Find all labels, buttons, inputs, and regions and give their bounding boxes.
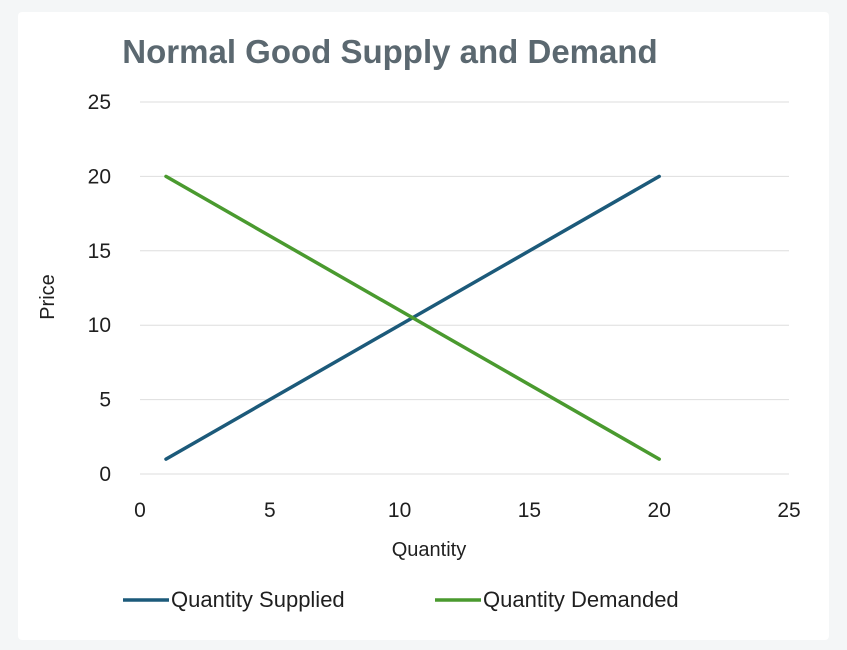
supply-demand-chart: Normal Good Supply and Demand 0 5 10 15 20 25…	[37, 33, 801, 612]
y-tick-label-10: 10	[88, 314, 111, 337]
gridlines	[140, 101, 789, 475]
legend-label-quantity-demanded: Quantity Demanded	[483, 587, 679, 612]
x-axis-label: Quantity	[392, 539, 466, 561]
x-tick-label-20: 20	[648, 499, 671, 522]
chart-legend: Quantity Supplied Quantity Demanded	[123, 587, 679, 612]
legend-label-quantity-supplied: Quantity Supplied	[171, 587, 345, 612]
y-axis-label: Price	[37, 274, 59, 320]
y-tick-label-0: 0	[99, 463, 111, 486]
y-tick-label-5: 5	[99, 389, 111, 412]
x-axis-ticks: 0 5 10 15 20 25	[134, 499, 801, 522]
y-tick-label-25: 25	[88, 91, 111, 114]
series-line-quantity-demanded	[164, 174, 661, 461]
x-tick-label-10: 10	[388, 499, 411, 522]
y-axis-ticks: 0 5 10 15 20 25	[88, 91, 111, 486]
chart-card: Normal Good Supply and Demand 0 5 10 15 20 25…	[18, 12, 829, 640]
x-tick-label-0: 0	[134, 499, 146, 522]
x-tick-label-25: 25	[777, 499, 800, 522]
series-lines	[164, 174, 661, 461]
y-tick-label-20: 20	[88, 165, 111, 188]
chart-title: Normal Good Supply and Demand	[122, 33, 657, 70]
x-tick-label-5: 5	[264, 499, 276, 522]
y-tick-label-15: 15	[88, 240, 111, 263]
x-tick-label-15: 15	[518, 499, 541, 522]
